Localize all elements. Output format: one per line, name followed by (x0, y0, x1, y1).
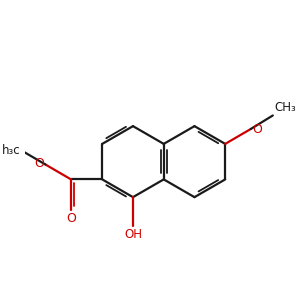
Text: O: O (66, 212, 76, 225)
Text: OH: OH (124, 228, 142, 241)
Text: h₃c: h₃c (2, 145, 21, 158)
Text: O: O (34, 157, 44, 170)
Text: O: O (252, 123, 262, 136)
Text: CH₃: CH₃ (274, 101, 296, 114)
